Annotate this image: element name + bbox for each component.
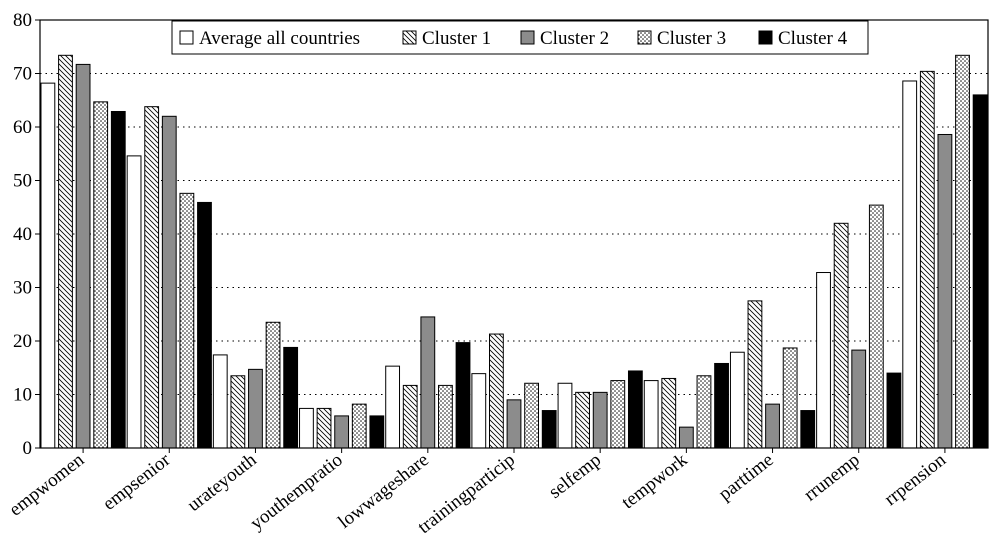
bar-lowwageshare-series-5 [455, 342, 471, 449]
x-tick-label: rrunemp [800, 449, 864, 505]
bar-rrunemp-series-3 [851, 349, 867, 449]
bar-selfemp-series-5 [627, 370, 643, 449]
x-tick-label: parttime [715, 449, 778, 505]
bar-parttime-series-2 [747, 300, 763, 449]
legend-label: Cluster 3 [657, 28, 726, 49]
bar-trainingparticip-series-1 [471, 373, 487, 449]
bar-parttime-series-1 [729, 351, 745, 449]
bar-rrunemp-series-2 [833, 222, 849, 449]
bar-urateyouth-series-4 [265, 321, 281, 449]
bar-rrunemp-series-4 [868, 204, 884, 449]
y-tick-label: 70 [13, 64, 32, 85]
x-tick-label: selfemp [545, 449, 605, 503]
bar-trainingparticip-series-3 [506, 399, 522, 449]
x-axis: empwomen empsenior urateyouthyouthempratio… [5, 448, 950, 538]
bar-youthempratio-series-1 [299, 407, 314, 449]
bar-youthempratio-series-3 [334, 415, 350, 449]
bar-rrpension-series-4 [955, 54, 970, 449]
bar-selfemp-series-3 [592, 391, 608, 449]
y-tick-label: 40 [13, 224, 32, 245]
legend-label: Cluster 2 [540, 28, 609, 49]
bar-lowwageshare-series-1 [385, 365, 401, 449]
y-tick-label: 30 [13, 278, 32, 299]
bar-rrunemp-series-5 [886, 372, 902, 449]
y-tick-label: 10 [13, 385, 32, 406]
bar-trainingparticip-series-4 [524, 382, 540, 449]
bar-youthempratio-series-2 [316, 407, 332, 449]
bar-tempwork-series-2 [661, 377, 677, 449]
gridlines [40, 73, 988, 395]
bar-rrpension-series-1 [902, 80, 918, 449]
bar-youthempratio-series-4 [351, 403, 367, 449]
plot-frame [39, 19, 989, 449]
bar-lowwageshare-series-4 [438, 384, 453, 449]
y-axis: 0 10 20 30 40 50 60 70 80 [13, 10, 40, 459]
bar-empwomen-series-3 [75, 63, 91, 449]
bar-empsenior-series-5 [197, 201, 212, 449]
bar-trainingparticip-series-5 [541, 410, 557, 449]
x-tick-label: empwomen [5, 449, 88, 520]
legend-label: Average all countries [199, 28, 360, 49]
bar-tempwork-series-5 [714, 362, 729, 449]
legend-swatch [637, 30, 652, 45]
bar-urateyouth-series-3 [248, 368, 263, 449]
bar-rrunemp-series-1 [816, 272, 831, 449]
bar-urateyouth-series-5 [283, 346, 299, 449]
bar-rrpension-series-3 [937, 133, 953, 449]
legend-swatch [520, 30, 535, 45]
y-tick-label: 80 [13, 10, 32, 31]
bar-empsenior-series-4 [179, 192, 195, 449]
bar-tempwork-series-4 [696, 375, 712, 449]
y-tick-label: 0 [23, 438, 33, 459]
y-tick-label: 50 [13, 171, 32, 192]
bar-empwomen-series-2 [58, 54, 73, 449]
bar-youthempratio-series-5 [369, 415, 385, 449]
bar-rrpension-series-2 [919, 70, 935, 449]
bar-empsenior-series-1 [126, 155, 142, 449]
bar-urateyouth-series-2 [230, 375, 246, 449]
legend-box [171, 20, 869, 55]
bar-selfemp-series-4 [610, 380, 626, 449]
y-tick-label: 60 [13, 117, 32, 138]
x-tick-label: urateyouth [184, 449, 261, 516]
bar-trainingparticip-series-2 [489, 333, 504, 449]
x-tick-label: youthempratio [246, 449, 346, 534]
bar-empwomen-series-5 [110, 110, 126, 449]
legend-label: Cluster 1 [422, 28, 491, 49]
bar-parttime-series-5 [800, 410, 816, 449]
bar-empwomen-series-1 [40, 82, 56, 449]
legend-swatch [758, 30, 773, 45]
bar-empwomen-series-4 [93, 101, 109, 449]
x-tick-label: rrpension [881, 449, 951, 510]
bar-selfemp-series-2 [575, 391, 590, 449]
bar-tempwork-series-1 [643, 380, 659, 449]
legend-swatch [179, 30, 194, 45]
bar-empsenior-series-3 [161, 115, 177, 449]
bar-rrpension-series-5 [972, 94, 988, 449]
bar-parttime-series-3 [765, 403, 780, 449]
legend-label: Cluster 4 [778, 28, 848, 49]
bar-selfemp-series-1 [557, 382, 573, 449]
bar-empsenior-series-2 [144, 106, 160, 449]
bar-tempwork-series-3 [678, 426, 694, 449]
legend-swatch [402, 30, 417, 45]
bar-lowwageshare-series-2 [402, 384, 418, 449]
bar-urateyouth-series-1 [212, 354, 228, 449]
y-tick-label: 20 [13, 331, 32, 352]
bar-parttime-series-4 [782, 347, 798, 449]
x-tick-label: tempwork [618, 449, 692, 513]
x-tick-label: empsenior [99, 449, 175, 515]
bars [40, 54, 988, 449]
legend: Average all countries Cluster 1 Cluster 2 C… [171, 20, 869, 55]
bar-lowwageshare-series-3 [420, 316, 436, 449]
